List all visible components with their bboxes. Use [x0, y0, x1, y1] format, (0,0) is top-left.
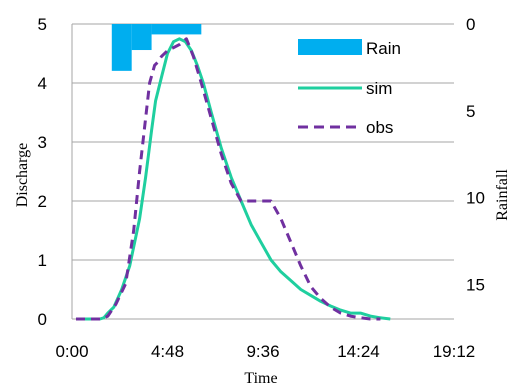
obs-line — [76, 37, 381, 321]
left-tick-label: 2 — [38, 192, 47, 211]
left-tick-label: 0 — [38, 310, 47, 329]
left-tick-label: 1 — [38, 251, 47, 270]
x-tick-label: 0:00 — [55, 342, 88, 361]
right-tick-label: 10 — [466, 189, 485, 208]
rain-bars — [111, 24, 202, 71]
right-axis-ticks: 0 5 10 15 — [466, 15, 485, 294]
left-tick-label: 3 — [38, 133, 47, 152]
x-axis-title: Time — [244, 370, 277, 387]
legend: Rain sim obs — [298, 39, 401, 137]
x-tick-label: 19:12 — [433, 342, 476, 361]
legend-label-sim: sim — [366, 79, 392, 98]
rain-bar-1 — [131, 24, 152, 51]
rain-bar-0 — [111, 24, 132, 71]
x-tick-label: 9:36 — [246, 342, 279, 361]
right-tick-label: 0 — [466, 15, 475, 34]
right-tick-label: 5 — [466, 102, 475, 121]
right-tick-label: 15 — [466, 275, 485, 294]
left-axis-title: Discharge — [14, 143, 31, 208]
sim-line — [76, 37, 391, 321]
x-tick-label: 14:24 — [337, 342, 380, 361]
series-lines — [76, 37, 391, 321]
left-tick-label: 4 — [38, 74, 47, 93]
legend-label-obs: obs — [366, 118, 393, 137]
legend-swatch-rain — [298, 39, 362, 55]
left-tick-label: 5 — [38, 15, 47, 34]
legend-label-rain: Rain — [366, 39, 401, 58]
left-axis-ticks: 0 1 2 3 4 5 — [38, 15, 47, 329]
x-tick-label: 4:48 — [151, 342, 184, 361]
x-axis-ticks: 0:00 4:48 9:36 14:24 19:12 — [55, 342, 475, 361]
rain-bar-2 — [151, 24, 202, 35]
right-axis-title: Rainfall — [494, 169, 511, 221]
